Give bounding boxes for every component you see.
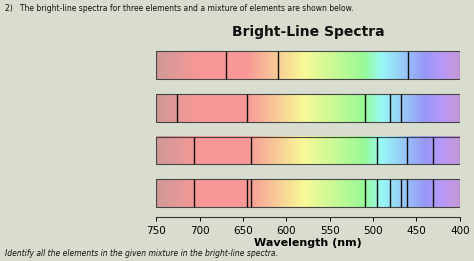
- Bar: [156, 94, 460, 122]
- Text: 2)   The bright-line spectra for three elements and a mixture of elements are sh: 2) The bright-line spectra for three ele…: [5, 4, 353, 13]
- Bar: [156, 137, 460, 164]
- Bar: [156, 179, 460, 207]
- Bar: [156, 51, 460, 79]
- Text: Identify all the elements in the given mixture in the bright-line spectra.: Identify all the elements in the given m…: [5, 250, 278, 258]
- X-axis label: Wavelength (nm): Wavelength (nm): [254, 239, 362, 248]
- Title: Bright-Line Spectra: Bright-Line Spectra: [232, 25, 384, 39]
